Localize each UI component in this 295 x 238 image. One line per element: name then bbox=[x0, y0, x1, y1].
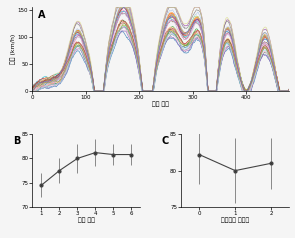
X-axis label: 시행 순서: 시행 순서 bbox=[78, 218, 95, 223]
X-axis label: 이차과제 난이도: 이차과제 난이도 bbox=[221, 218, 249, 223]
Text: A: A bbox=[37, 10, 45, 20]
Y-axis label: 속도 (km/h): 속도 (km/h) bbox=[11, 34, 17, 64]
Text: B: B bbox=[13, 136, 20, 146]
Text: C: C bbox=[162, 136, 169, 146]
X-axis label: 자막 위치: 자막 위치 bbox=[152, 102, 169, 107]
